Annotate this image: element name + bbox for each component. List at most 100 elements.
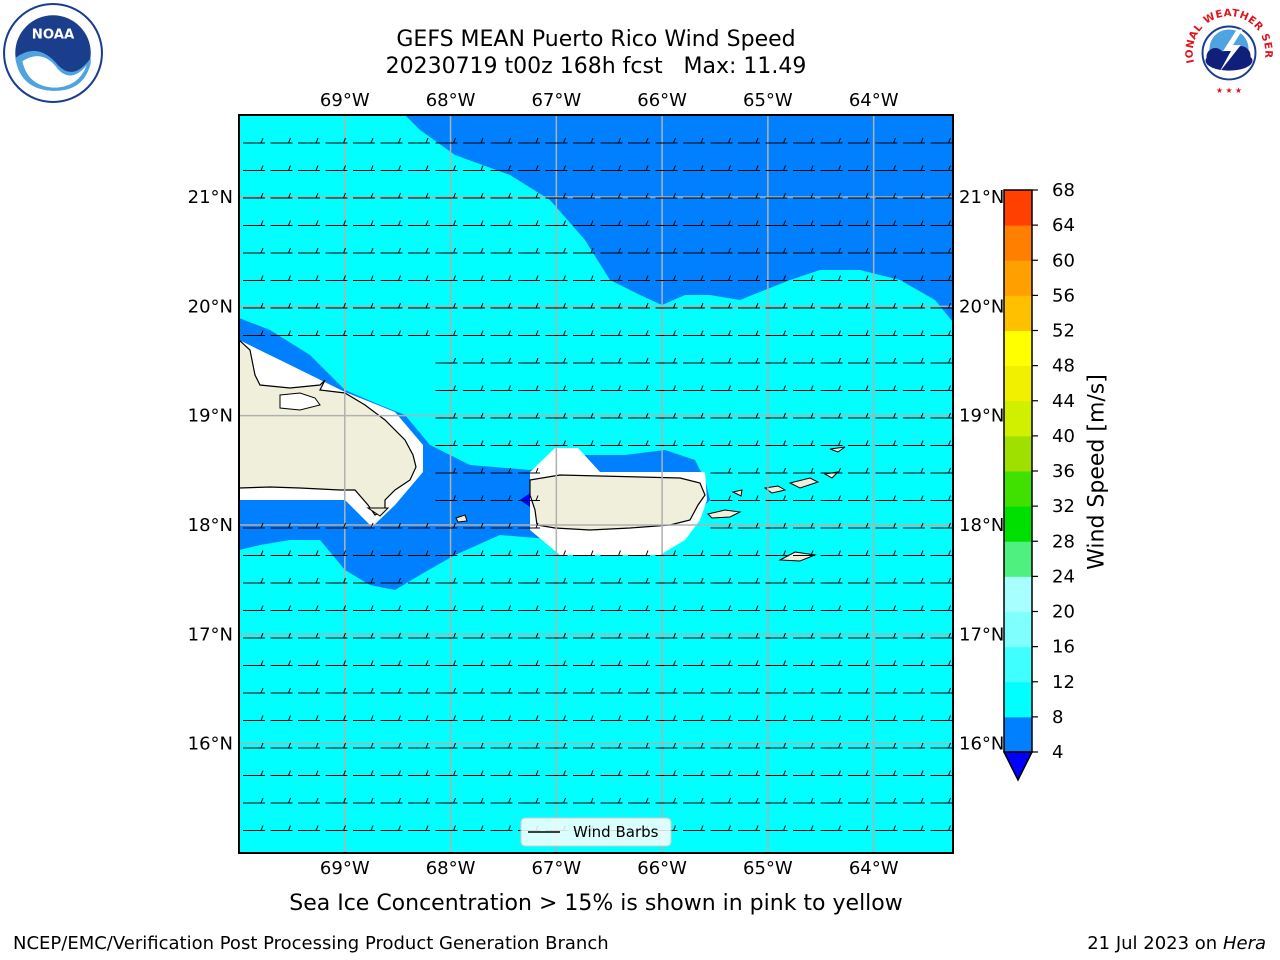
wind-barb	[738, 385, 760, 391]
wind-barb	[380, 605, 403, 611]
wind-barb	[738, 440, 760, 446]
wind-barb	[545, 247, 568, 254]
wind-barb	[353, 770, 375, 776]
wind-barb	[683, 440, 705, 446]
colorbar-tick-label: 36	[1052, 461, 1075, 482]
wind-barb	[655, 220, 678, 226]
wind-barb	[380, 825, 403, 831]
wind-barb	[930, 550, 953, 556]
wind-barb	[628, 385, 650, 391]
wind-barb	[848, 412, 870, 419]
wind-barb	[930, 247, 953, 254]
colorbar-tick-label: 16	[1052, 637, 1075, 658]
wind-barb	[820, 495, 843, 501]
wind-barb	[655, 742, 678, 749]
colorbar-segment	[1004, 629, 1032, 648]
wind-barb	[325, 550, 348, 556]
wind-barb	[380, 302, 403, 309]
wind-barb	[545, 550, 568, 556]
wind-barb	[655, 687, 678, 694]
wind-barb	[545, 330, 568, 336]
wind-barb	[463, 247, 485, 254]
wind-barb	[655, 330, 678, 336]
colorbar-tick-label: 32	[1052, 496, 1075, 517]
wind-barb	[820, 660, 843, 666]
wind-barb	[325, 770, 348, 776]
wind-barb	[518, 192, 540, 199]
wind-barb	[435, 467, 458, 474]
wind-barb	[380, 687, 403, 694]
wind-barb	[298, 687, 320, 694]
wind-barb	[848, 192, 870, 199]
colorbar-tick-label: 40	[1052, 426, 1075, 447]
colorbar-tick-label: 44	[1052, 391, 1075, 412]
wind-barb	[408, 687, 430, 694]
wind-barb	[848, 770, 870, 776]
wind-barb	[820, 357, 843, 364]
wind-barb	[793, 742, 815, 749]
wind-barb	[655, 302, 678, 309]
wind-barb	[930, 605, 953, 611]
wind-barb	[243, 522, 265, 529]
wind-barb	[380, 165, 403, 171]
wind-barb	[435, 220, 458, 226]
wind-barb	[298, 522, 320, 529]
colorbar-segment	[1004, 523, 1032, 542]
wind-barb	[380, 660, 403, 666]
wind-barb	[655, 770, 678, 776]
wind-barb	[490, 302, 513, 309]
wind-barb	[408, 330, 430, 336]
wind-barb	[435, 825, 458, 831]
wind-barb	[573, 660, 595, 666]
wind-barb	[820, 825, 843, 831]
wind-barb	[628, 220, 650, 226]
wind-barb	[463, 605, 485, 611]
wind-barb	[435, 385, 458, 391]
wind-barb	[435, 577, 458, 584]
wind-barb	[903, 687, 925, 694]
wind-barb	[765, 330, 788, 336]
wind-barb	[903, 357, 925, 364]
colorbar-tick-label: 64	[1052, 215, 1075, 236]
wind-barb	[573, 165, 595, 171]
wind-barb	[628, 687, 650, 694]
wind-barb	[435, 550, 458, 556]
wind-barb	[298, 165, 320, 171]
wind-barb	[573, 302, 595, 309]
colorbar-segment	[1004, 558, 1032, 577]
wind-barb	[463, 825, 485, 831]
wind-barb	[408, 192, 430, 199]
wind-barb	[353, 165, 375, 171]
wind-barb	[683, 605, 705, 611]
wind-barb	[793, 605, 815, 611]
wind-barb	[545, 192, 568, 199]
lat-label-left: 16°N	[188, 734, 233, 755]
wind-barb	[820, 412, 843, 419]
wind-barb	[573, 192, 595, 199]
wind-barb	[408, 770, 430, 776]
wind-barb	[710, 495, 733, 501]
wind-barb	[353, 302, 375, 309]
lon-label-bottom: 64°W	[849, 858, 899, 879]
wind-barb	[463, 440, 485, 446]
wind-barb	[738, 165, 760, 171]
wind-barb	[820, 687, 843, 694]
wind-barb	[408, 247, 430, 254]
wind-barb	[848, 605, 870, 611]
wind-barb	[490, 632, 513, 639]
wind-barb	[710, 275, 733, 281]
wind-barb	[490, 137, 513, 144]
wind-barb	[765, 825, 788, 831]
wind-field-north-4-8	[405, 115, 953, 322]
wind-barb	[518, 522, 540, 529]
wind-barb	[793, 192, 815, 199]
wind-barb	[545, 440, 568, 446]
wind-barb	[435, 192, 458, 199]
wind-barb	[903, 385, 925, 391]
wind-barb	[738, 247, 760, 254]
wind-barb	[298, 247, 320, 254]
wind-barb	[243, 825, 265, 831]
wind-barb	[270, 687, 293, 694]
wind-barb	[875, 165, 898, 171]
wind-barb	[573, 412, 595, 419]
